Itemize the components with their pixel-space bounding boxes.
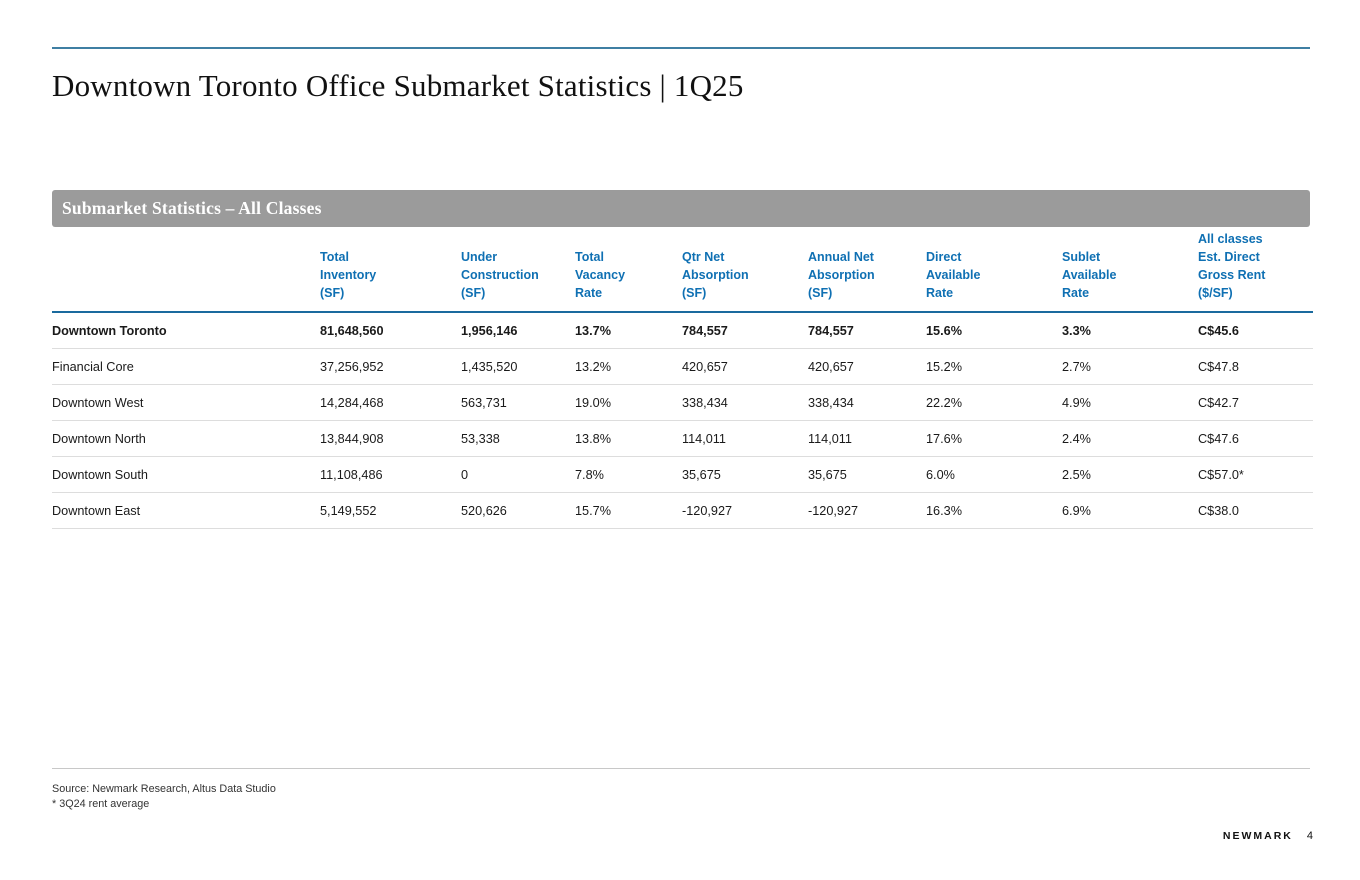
column-header-submarket	[52, 302, 320, 311]
cell-total-vacancy: 15.7%	[575, 503, 611, 518]
cell-under-construction: 1,435,520	[461, 359, 518, 374]
cell-gross-rent: C$42.7	[1198, 395, 1239, 410]
cell-sublet-available: 2.4%	[1062, 431, 1091, 446]
cell-total-inventory: 37,256,952	[320, 359, 384, 374]
footnote-source: Source: Newmark Research, Altus Data Stu…	[52, 783, 276, 795]
cell-total-inventory: 11,108,486	[320, 467, 383, 482]
row-label: Downtown East	[52, 503, 141, 518]
footer-brand-area: NEWMARK 4	[1223, 830, 1313, 842]
cell-sublet-available: 3.3%	[1062, 323, 1091, 338]
cell-total-inventory: 13,844,908	[320, 431, 384, 446]
cell-gross-rent: C$45.6	[1198, 323, 1239, 338]
cell-under-construction: 1,956,146	[461, 323, 518, 338]
column-header-under-construction: Under Construction (SF)	[461, 249, 539, 300]
column-header-total-vacancy: Total Vacancy Rate	[575, 249, 626, 300]
cell-gross-rent: C$47.8	[1198, 359, 1239, 374]
cell-under-construction: 520,626	[461, 503, 507, 518]
cell-total-vacancy: 7.8%	[575, 467, 604, 482]
column-header-annual-net-absorption: Annual Net Absorption (SF)	[808, 249, 875, 300]
section-band: Submarket Statistics – All Classes	[52, 190, 1310, 227]
column-header-sublet-available: Sublet Available Rate	[1062, 249, 1117, 300]
cell-gross-rent: C$47.6	[1198, 431, 1239, 446]
cell-annual-net-absorption: -120,927	[808, 503, 859, 518]
table-header-row: Total Inventory (SF) Under Construction …	[52, 227, 1313, 313]
column-header-direct-available: Direct Available Rate	[926, 249, 981, 300]
row-label: Downtown West	[52, 395, 144, 410]
cell-total-vacancy: 19.0%	[575, 395, 611, 410]
cell-total-inventory: 5,149,552	[320, 503, 377, 518]
cell-direct-available: 6.0%	[926, 467, 955, 482]
cell-direct-available: 15.2%	[926, 359, 962, 374]
cell-gross-rent: C$38.0	[1198, 503, 1239, 518]
cell-direct-available: 16.3%	[926, 503, 962, 518]
cell-total-vacancy: 13.7%	[575, 323, 611, 338]
cell-sublet-available: 6.9%	[1062, 503, 1091, 518]
cell-total-inventory: 14,284,468	[320, 395, 384, 410]
stats-table: Total Inventory (SF) Under Construction …	[52, 227, 1313, 529]
cell-annual-net-absorption: 35,675	[808, 467, 847, 482]
column-header-qtr-net-absorption: Qtr Net Absorption (SF)	[682, 249, 749, 300]
section-title: Submarket Statistics – All Classes	[62, 198, 322, 218]
cell-direct-available: 15.6%	[926, 323, 962, 338]
cell-qtr-net-absorption: -120,927	[682, 503, 733, 518]
table-row: Financial Core 37,256,952 1,435,520 13.2…	[52, 349, 1313, 385]
cell-annual-net-absorption: 114,011	[808, 431, 852, 446]
newmark-logo: NEWMARK	[1222, 830, 1293, 842]
column-header-total-inventory: Total Inventory (SF)	[320, 249, 377, 300]
table-row: Downtown East 5,149,552 520,626 15.7% -1…	[52, 493, 1313, 529]
table-row: Downtown South 11,108,486 0 7.8% 35,675 …	[52, 457, 1313, 493]
column-header-gross-rent: All classes Est. Direct Gross Rent ($/SF…	[1198, 231, 1266, 300]
cell-sublet-available: 4.9%	[1062, 395, 1091, 410]
cell-qtr-net-absorption: 114,011	[682, 431, 726, 446]
cell-direct-available: 17.6%	[926, 431, 962, 446]
cell-under-construction: 53,338	[461, 431, 500, 446]
page-number: 4	[1306, 830, 1313, 842]
footer-divider	[52, 768, 1310, 769]
table-row: Downtown Toronto 81,648,560 1,956,146 13…	[52, 313, 1313, 349]
cell-annual-net-absorption: 784,557	[808, 323, 854, 338]
cell-under-construction: 0	[461, 467, 469, 482]
cell-qtr-net-absorption: 784,557	[682, 323, 728, 338]
cell-total-vacancy: 13.2%	[575, 359, 611, 374]
cell-annual-net-absorption: 420,657	[808, 359, 854, 374]
row-label: Downtown South	[52, 467, 148, 482]
cell-qtr-net-absorption: 420,657	[682, 359, 728, 374]
cell-direct-available: 22.2%	[926, 395, 962, 410]
page-title: Downtown Toronto Office Submarket Statis…	[52, 68, 744, 103]
cell-qtr-net-absorption: 35,675	[682, 467, 721, 482]
row-label: Financial Core	[52, 359, 134, 374]
row-label: Downtown North	[52, 431, 146, 446]
table-row: Downtown North 13,844,908 53,338 13.8% 1…	[52, 421, 1313, 457]
cell-qtr-net-absorption: 338,434	[682, 395, 728, 410]
cell-under-construction: 563,731	[461, 395, 507, 410]
cell-gross-rent: C$57.0*	[1198, 467, 1244, 482]
footnote-asterisk: * 3Q24 rent average	[52, 798, 150, 810]
cell-sublet-available: 2.5%	[1062, 467, 1091, 482]
cell-annual-net-absorption: 338,434	[808, 395, 854, 410]
cell-total-vacancy: 13.8%	[575, 431, 611, 446]
cell-total-inventory: 81,648,560	[320, 323, 384, 338]
row-label: Downtown Toronto	[52, 323, 167, 338]
cell-sublet-available: 2.7%	[1062, 359, 1091, 374]
top-divider	[52, 47, 1310, 49]
table-row: Downtown West 14,284,468 563,731 19.0% 3…	[52, 385, 1313, 421]
